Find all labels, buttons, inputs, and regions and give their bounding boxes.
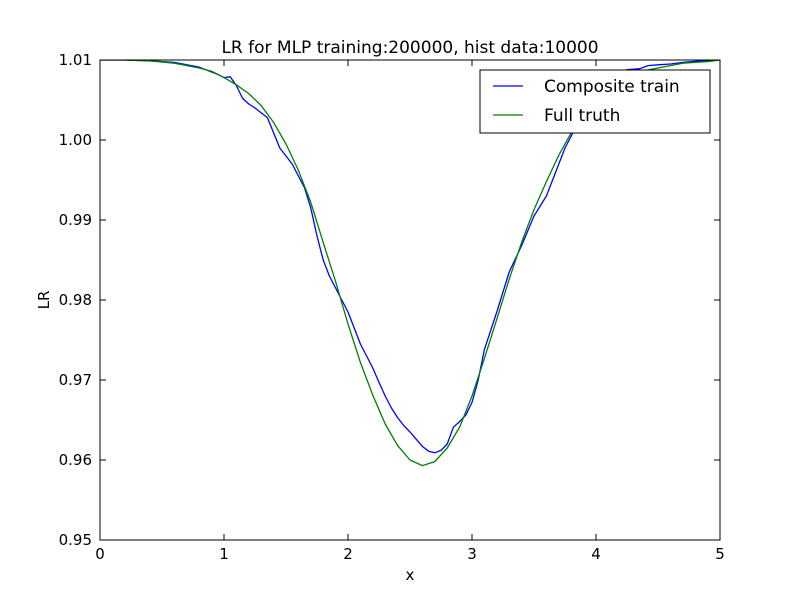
y-tick-label: 0.95 <box>59 531 92 549</box>
y-tick-label: 1.01 <box>59 51 92 69</box>
legend-label-composite-train: Composite train <box>544 77 680 97</box>
chart-title: LR for MLP training:200000, hist data:10… <box>221 38 598 58</box>
legend-box <box>479 69 711 134</box>
x-tick-label: 2 <box>343 545 353 563</box>
y-axis-label: LR <box>35 291 53 310</box>
x-tick-label: 4 <box>591 545 601 563</box>
legend: Composite train Full truth <box>479 69 711 134</box>
plot-frame <box>99 59 721 541</box>
y-tick-label: 0.96 <box>59 451 92 469</box>
y-tick-label: 0.99 <box>59 211 92 229</box>
y-tick-label: 0.97 <box>59 371 92 389</box>
x-tick-label: 5 <box>715 545 725 563</box>
y-tick-label: 0.98 <box>59 291 92 309</box>
x-tick-label: 0 <box>95 545 105 563</box>
legend-label-full-truth: Full truth <box>544 106 620 126</box>
x-tick-label: 1 <box>219 545 229 563</box>
y-tick-label: 1.00 <box>59 131 92 149</box>
x-axis-label: x <box>406 566 415 584</box>
x-tick-label: 3 <box>467 545 477 563</box>
